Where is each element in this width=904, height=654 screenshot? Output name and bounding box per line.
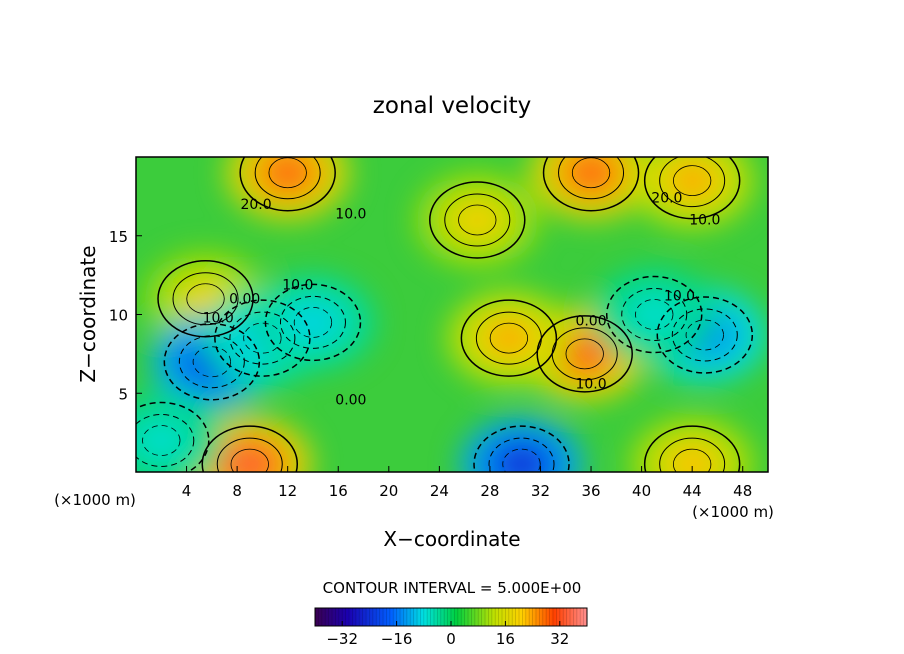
contour-2-1 <box>659 157 726 208</box>
field-max-3 <box>414 172 540 268</box>
field-min-15 <box>136 392 224 472</box>
contour-12-0 <box>656 296 754 374</box>
contour-2-2 <box>673 165 712 197</box>
contour-14-0 <box>473 425 570 472</box>
colorbar-ticks: −32 −16 0 16 32 <box>326 621 569 648</box>
colorbar-tick-label-1: −16 <box>381 630 413 648</box>
contour-3-2 <box>458 204 497 236</box>
y-tick-label-1: 10 <box>109 307 128 325</box>
contour-12-1 <box>671 308 738 362</box>
y-axis-ticks: 5 10 15 <box>109 228 142 403</box>
contour-6-0 <box>460 299 558 377</box>
field-min-13 <box>591 266 717 363</box>
x-tick-label-5: 24 <box>430 482 449 500</box>
x-axis-ticks: 4 8 12 16 20 24 28 32 36 40 44 48 <box>182 466 752 500</box>
contour-15-0 <box>136 401 210 472</box>
field-max-0 <box>225 157 351 221</box>
contour-14-1 <box>488 437 555 472</box>
contour-8-2 <box>673 448 712 472</box>
colorbar-tick-label-3: 16 <box>496 630 515 648</box>
x-tick-label-7: 32 <box>531 482 550 500</box>
field-max-1 <box>528 157 654 221</box>
contour-15-2 <box>142 425 181 456</box>
contour-label-0: 20.0 <box>240 197 271 213</box>
contour-6-1 <box>475 311 542 365</box>
contour-label-10: 0.00 <box>335 392 366 408</box>
colorbar-tick-label-0: −32 <box>326 630 358 648</box>
contour-15-1 <box>136 414 195 467</box>
x-tick-label-1: 8 <box>232 482 242 500</box>
x-tick-label-4: 20 <box>379 482 398 500</box>
contour-13-1 <box>621 288 688 341</box>
contour-14-2 <box>502 448 541 472</box>
colorbar: −32 −16 0 16 32 <box>314 607 588 648</box>
x-unit-left: (×1000 m) <box>54 491 136 509</box>
contour-11-2 <box>293 306 333 338</box>
contour-0-0 <box>239 157 336 212</box>
x-unit-right: (×1000 m) <box>692 503 774 521</box>
contour-10-2 <box>243 322 282 354</box>
colorbar-gradient <box>315 608 587 626</box>
x-tick-label-3: 16 <box>329 482 348 500</box>
x-tick-label-10: 44 <box>683 482 702 500</box>
contour-label-2: 20.0 <box>651 191 682 207</box>
y-tick-label-0: 5 <box>118 385 128 403</box>
x-tick-label-2: 12 <box>278 482 297 500</box>
colorbar-tick-label-2: 0 <box>446 630 456 648</box>
contour-6-2 <box>489 322 529 354</box>
contour-label-7: 10.0 <box>664 288 695 304</box>
contour-9-2 <box>192 346 231 378</box>
contour-3-1 <box>444 193 511 247</box>
contour-4-1 <box>216 437 283 472</box>
contour-label-5: 0.00 <box>229 291 260 307</box>
contour-9-1 <box>178 335 245 389</box>
contour-13-0 <box>605 275 703 354</box>
x-tick-label-8: 36 <box>581 482 600 500</box>
contour-label-1: 10.0 <box>335 206 366 222</box>
contour-11-1 <box>279 295 346 349</box>
y-axis-label: Z−coordinate <box>76 245 100 382</box>
contour-2-0 <box>643 157 741 220</box>
contour-label-9: 10.0 <box>575 377 606 393</box>
contour-1-0 <box>542 157 640 212</box>
contour-8-1 <box>659 437 726 472</box>
field-min-11 <box>250 274 376 371</box>
contour-label-3: 10.0 <box>689 213 720 229</box>
y-tick-label-2: 15 <box>109 228 128 246</box>
x-tick-label-9: 40 <box>632 482 651 500</box>
contour-label-4: 10.0 <box>282 277 313 293</box>
chart-title: zonal velocity <box>373 93 531 119</box>
contour-4-0 <box>201 425 298 472</box>
x-tick-label-0: 4 <box>182 482 192 500</box>
contour-3-0 <box>429 181 526 259</box>
x-axis-label: X−coordinate <box>383 527 520 551</box>
contour-13-2 <box>635 299 674 330</box>
contour-8-0 <box>643 425 741 472</box>
plot-area: 20.0 10.0 20.0 10.0 10.0 0.00 10.0 10.0 0.00 10.0… <box>136 157 768 472</box>
contour-1-1 <box>558 157 625 200</box>
field-max-2 <box>629 157 755 229</box>
contour-7-2 <box>186 283 225 315</box>
contour-12-2 <box>685 319 724 351</box>
field-max-6 <box>446 290 572 387</box>
x-tick-label-11: 48 <box>733 482 752 500</box>
contour-labels: 20.0 10.0 20.0 10.0 10.0 0.00 10.0 10.0 0.00 10.0… <box>203 191 721 409</box>
contour-label-6: 10.0 <box>203 310 234 326</box>
contour-5-2 <box>565 338 604 370</box>
contour-10-1 <box>229 311 296 365</box>
contour-lines <box>136 157 754 472</box>
contour-interval-note: CONTOUR INTERVAL = 5.000E+00 <box>323 579 582 597</box>
contour-10-0 <box>214 299 311 377</box>
contour-4-2 <box>230 448 269 472</box>
contour-5-0 <box>536 315 633 393</box>
field-min-14 <box>459 416 584 472</box>
contour-label-8: 0.00 <box>575 314 606 330</box>
contour-0-1 <box>254 157 321 200</box>
x-tick-label-6: 28 <box>480 482 499 500</box>
colorbar-tick-label-4: 32 <box>550 630 569 648</box>
contour-11-0 <box>264 283 362 362</box>
contour-9-0 <box>163 323 261 401</box>
